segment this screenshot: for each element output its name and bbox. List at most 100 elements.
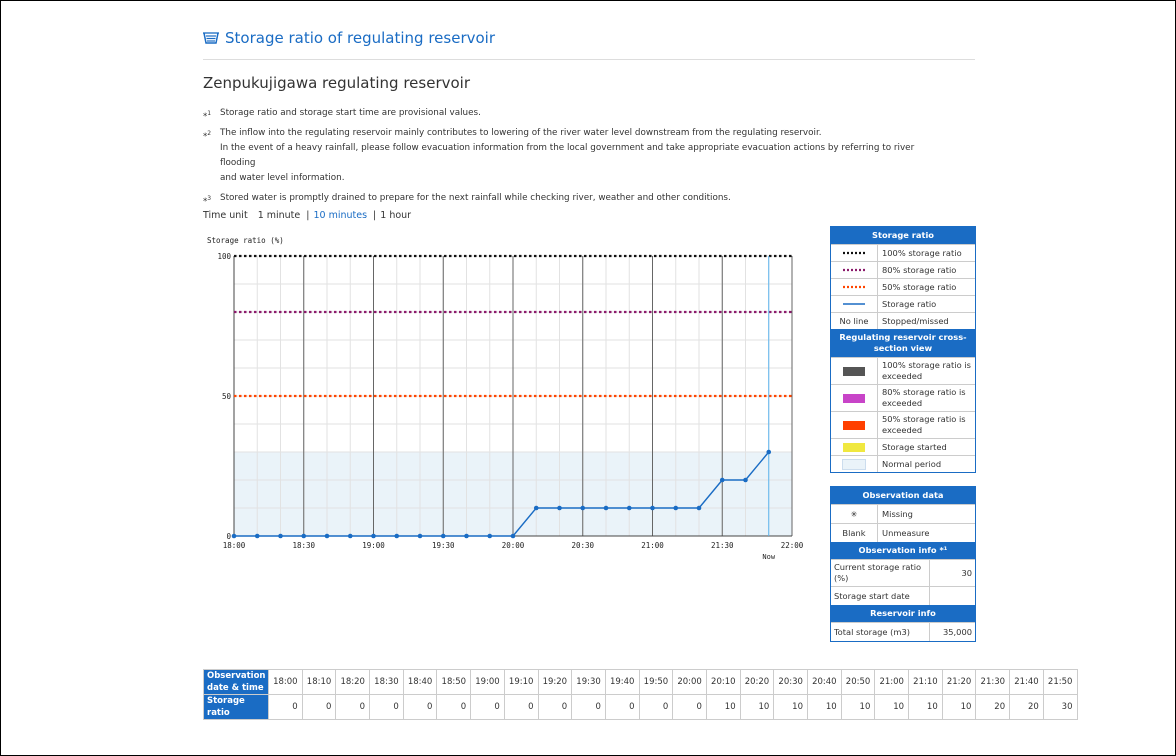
data-point	[719, 477, 725, 483]
observation-table: Observation date & time 18:00 18:10 18:20 18…	[203, 669, 1078, 720]
info-key: Total storage (m3)	[831, 623, 930, 641]
legend-row: Normal period	[831, 455, 975, 472]
data-point	[743, 477, 748, 483]
data-point	[510, 533, 516, 539]
table-time-cell: 20:10	[705, 669, 741, 695]
legend-line-symbol: No line	[831, 313, 878, 329]
table-time-cell: 19:10	[503, 669, 539, 695]
data-point	[580, 505, 586, 511]
legend-row: 100% storage ratio is exceeded	[831, 357, 975, 384]
table-ratio-cell: 0	[369, 694, 404, 720]
table-ratio-cell: 10	[739, 694, 775, 720]
table-ratio-cell: 10	[705, 694, 741, 720]
info-value: 30	[961, 568, 972, 578]
table-ratio-cell: 10	[941, 694, 977, 720]
observation-panel: Observation data ✳ Missing Blank Unmeasu…	[830, 486, 976, 642]
data-point	[394, 533, 400, 539]
table-ratio-cell: 0	[268, 694, 303, 720]
time-unit-label: Time unit	[203, 210, 248, 221]
x-tick-label: 19:00	[362, 541, 385, 550]
note-item: *1 Storage ratio and storage start time a…	[203, 106, 943, 122]
time-unit-1hour[interactable]: 1 hour	[380, 210, 412, 221]
table-ratio-cell: 0	[638, 694, 674, 720]
legend-row: 80% storage ratio is exceeded	[831, 384, 975, 411]
note-item: *2 The inflow into the regulating reservo…	[203, 126, 943, 186]
reservoir-name: Zenpukujigawa regulating reservoir	[203, 74, 471, 92]
row-header-time: Observation date & time	[203, 669, 269, 695]
note-item: *3 Stored water is promptly drained to pr…	[203, 191, 943, 207]
legend-label: Normal period	[882, 458, 942, 469]
legend-label: 100% storage ratio	[882, 247, 962, 258]
legend-label: 50% storage ratio	[882, 281, 957, 292]
table-time-cell: 18:40	[402, 669, 438, 695]
table-time-cell: 19:50	[638, 669, 674, 695]
note-text: Stored water is promptly drained to prep…	[220, 193, 731, 203]
table-ratio-cell: 10	[773, 694, 808, 720]
x-tick-label: 18:00	[223, 541, 246, 550]
legend-line-symbol	[831, 296, 878, 312]
legend-line-symbol	[831, 245, 878, 261]
legend-label: 50% storage ratio is exceeded	[882, 414, 966, 435]
data-point	[557, 505, 562, 511]
table-ratio-cell: 0	[402, 694, 438, 720]
note-text: and water level information.	[220, 173, 345, 183]
table-time-cell: 20:00	[672, 669, 707, 695]
legend-label: Storage ratio	[882, 298, 937, 309]
legend-header: Storage ratio	[831, 227, 975, 244]
data-point	[371, 533, 376, 539]
x-tick-label: 20:00	[502, 541, 525, 550]
data-point	[673, 505, 679, 511]
table-time-cell: 20:40	[807, 669, 842, 695]
info-row: Current storage ratio (%) 30	[831, 559, 975, 586]
data-point	[231, 533, 237, 539]
now-label: Now	[762, 553, 775, 561]
data-point	[464, 533, 469, 539]
info-value: 35,000	[942, 627, 972, 637]
obs-label: Missing	[882, 509, 913, 519]
x-tick-label: 21:30	[711, 541, 734, 550]
page-title: Storage ratio of regulating reservoir	[203, 29, 495, 47]
table-time-cell: 21:10	[908, 669, 943, 695]
legend-swatch	[831, 385, 878, 411]
y-tick-label: 0	[226, 532, 231, 541]
table-time-cell: 19:30	[571, 669, 606, 695]
data-point	[696, 505, 702, 511]
legend-line-symbol	[831, 262, 878, 278]
table-ratio-cell: 20	[1009, 694, 1044, 720]
table-ratio-cell: 10	[840, 694, 876, 720]
table-ratio-cell: 0	[503, 694, 539, 720]
storage-ratio-chart: Storage ratio (%) 0 50 100 18:00 18:30 19:00 19…	[207, 236, 804, 561]
legend-line-symbol	[831, 279, 878, 295]
missing-icon: ✳	[831, 505, 878, 523]
data-point	[347, 533, 353, 539]
data-point	[533, 505, 539, 511]
legend-row: 100% storage ratio	[831, 244, 975, 261]
note-text: Storage ratio and storage start time are…	[220, 108, 481, 118]
table-time-cell: 18:00	[268, 669, 303, 695]
legend-label: Storage started	[882, 441, 947, 452]
legend-row: 50% storage ratio	[831, 278, 975, 295]
time-unit-1min[interactable]: 1 minute	[257, 210, 301, 221]
info-key: Current storage ratio (%)	[831, 560, 930, 586]
table-ratio-cell: 20	[975, 694, 1011, 720]
data-point	[254, 533, 260, 539]
row-header-ratio: Storage ratio	[203, 694, 269, 720]
info-row: Storage start date	[831, 586, 975, 605]
x-tick-label: 19:30	[432, 541, 455, 550]
table-time-cell: 18:10	[301, 669, 337, 695]
obs-row-blank: Blank Unmeasure	[831, 523, 975, 542]
reservoir-info-header: Reservoir info	[831, 605, 975, 622]
table-ratio-cell: 0	[604, 694, 640, 720]
x-tick-label: 22:00	[781, 541, 804, 550]
data-point	[301, 533, 307, 539]
table-time-cell: 19:40	[604, 669, 640, 695]
table-time-cell: 20:50	[840, 669, 876, 695]
note-text: In the event of a heavy rainfall, please…	[220, 143, 915, 168]
data-point	[440, 533, 446, 539]
separator: |	[306, 210, 310, 221]
table-ratio-cell: 0	[571, 694, 606, 720]
time-unit-10min[interactable]: 10 minutes	[313, 210, 368, 221]
legend-label: 100% storage ratio is exceeded	[882, 360, 971, 381]
table-time-cell: 21:30	[975, 669, 1011, 695]
table-time-cell: 18:20	[335, 669, 371, 695]
